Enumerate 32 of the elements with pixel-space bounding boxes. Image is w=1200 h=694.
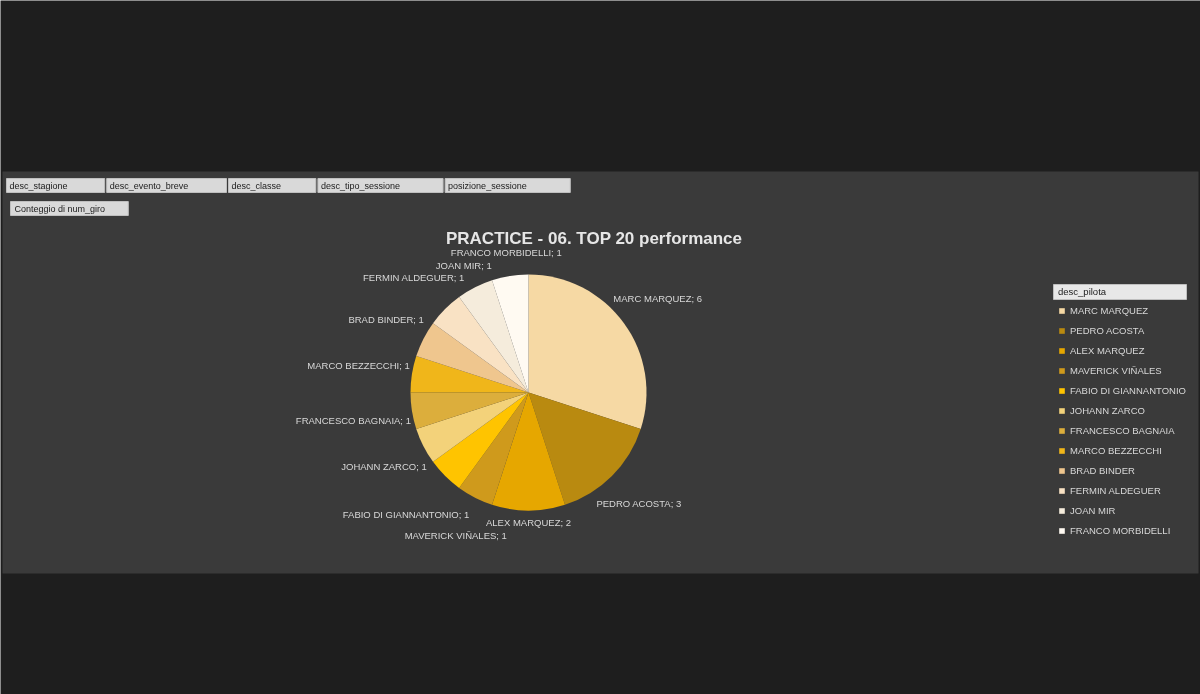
data-label: FERMIN ALDEGUER; 1 <box>363 272 465 284</box>
legend-label: FRANCO MORBIDELLI <box>1070 523 1171 537</box>
text: posizione_sessione <box>448 180 527 191</box>
text: desc_evento_breve <box>109 180 189 191</box>
legend-label: JOAN MIR <box>1070 503 1116 517</box>
legend-label: PEDRO ACOSTA <box>1070 323 1145 337</box>
legend-label: FERMIN ALDEGUER <box>1070 483 1161 497</box>
data-label: JOHANN ZARCO; 1 <box>341 460 427 472</box>
legend-label: FRANCESCO BAGNAIA <box>1070 423 1175 437</box>
legend-label: ALEX MARQUEZ <box>1070 343 1145 357</box>
data-label: PEDRO ACOSTA; 3 <box>596 497 682 509</box>
legend-label: FABIO DI GIANNANTONIO <box>1070 383 1186 397</box>
data-label: MARC MARQUEZ; 6 <box>613 293 703 305</box>
legend-label: MAVERICK VIÑALES <box>1070 363 1162 377</box>
data-label: JOAN MIR; 1 <box>435 259 492 271</box>
text: desc_tipo_sessione <box>320 180 400 191</box>
data-label: FABIO DI GIANNANTONIO; 1 <box>342 509 470 521</box>
data-label: BRAD BINDER; 1 <box>348 314 424 326</box>
legend-label: BRAD BINDER <box>1070 463 1135 477</box>
data-label: MARCO BEZZECCHI; 1 <box>307 360 410 372</box>
chart-title: PRACTICE - 06. TOP 20 performance <box>445 229 742 248</box>
text: Conteggio di num_giro <box>14 203 106 214</box>
text: desc_stagione <box>9 180 68 191</box>
data-label: ALEX MARQUEZ; 2 <box>486 517 571 528</box>
text: desc_classe <box>231 180 282 191</box>
legend-title: desc_pilota <box>1058 286 1108 297</box>
legend-label: MARCO BEZZECCHI <box>1070 443 1162 457</box>
legend-label: JOHANN ZARCO <box>1070 403 1145 417</box>
legend-label: MARC MARQUEZ <box>1070 303 1149 317</box>
data-label: MAVERICK VIÑALES; 1 <box>404 529 507 541</box>
data-label: FRANCESCO BAGNAIA; 1 <box>295 414 411 426</box>
data-label: FRANCO MORBIDELLI; 1 <box>450 246 562 258</box>
